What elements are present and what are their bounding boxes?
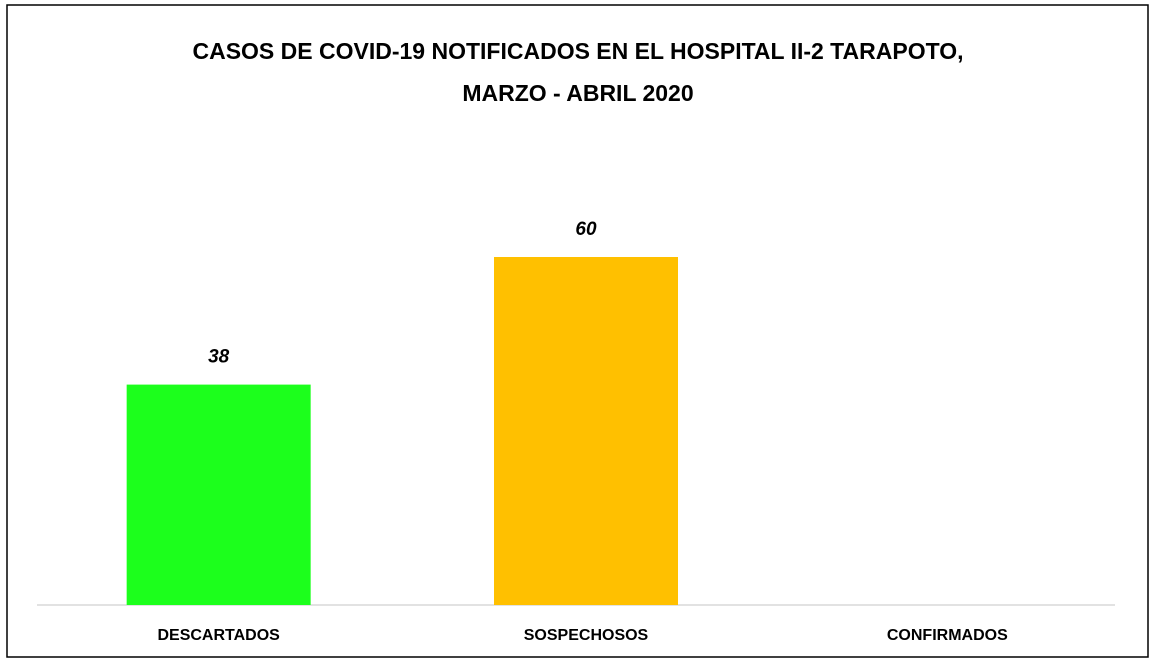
data-label: 60	[575, 219, 597, 240]
x-tick-label: CONFIRMADOS	[887, 627, 1008, 644]
x-tick-label: DESCARTADOS	[157, 627, 280, 644]
bar	[494, 257, 678, 605]
data-label: 38	[208, 347, 230, 368]
bar	[126, 384, 311, 605]
x-tick-label: SOSPECHOSOS	[524, 627, 649, 644]
chart-title: MARZO - ABRIL 2020	[462, 80, 693, 106]
chart-title: CASOS DE COVID-19 NOTIFICADOS EN EL HOSP…	[192, 38, 963, 64]
